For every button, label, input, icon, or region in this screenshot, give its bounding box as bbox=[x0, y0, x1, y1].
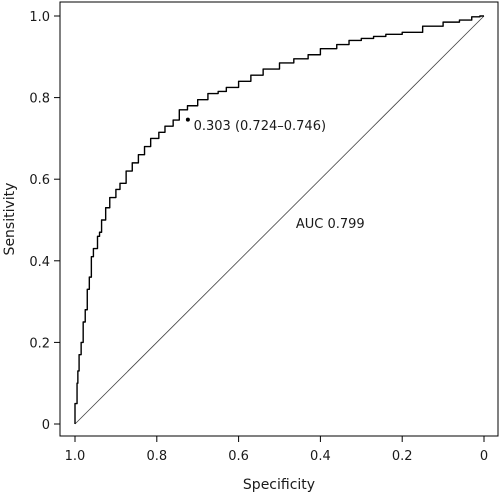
reference-diagonal-line bbox=[74, 15, 485, 425]
auc-label: AUC 0.799 bbox=[296, 217, 365, 232]
y-tick-label: 0.6 bbox=[29, 173, 50, 188]
y-axis-title: Sensitivity bbox=[2, 183, 18, 256]
y-tick-label: 0.8 bbox=[29, 92, 50, 107]
plot-frame bbox=[59, 1, 499, 437]
threshold-label: 0.303 (0.724–0.746) bbox=[194, 119, 326, 134]
x-tick-label: 0.8 bbox=[146, 449, 167, 464]
y-tick-label: 0.4 bbox=[29, 255, 50, 270]
y-tick-label: 0 bbox=[42, 418, 50, 433]
x-tick-label: 0.4 bbox=[310, 449, 331, 464]
y-axis: 0 0.2 0.4 0.6 0.8 1.0 bbox=[29, 10, 60, 433]
x-tick-label: 0.2 bbox=[392, 449, 413, 464]
y-tick-label: 1.0 bbox=[29, 10, 50, 25]
chart-annotations: 0.303 (0.724–0.746) AUC 0.799 bbox=[194, 119, 365, 232]
roc-curve-line bbox=[74, 15, 484, 424]
threshold-point bbox=[185, 117, 190, 122]
x-tick-label: 1.0 bbox=[65, 449, 86, 464]
y-tick-label: 0.2 bbox=[29, 336, 50, 351]
x-axis: 1.0 0.8 0.6 0.4 0.2 0 bbox=[65, 436, 488, 464]
x-tick-label: 0.6 bbox=[228, 449, 249, 464]
x-tick-label: 0 bbox=[480, 449, 488, 464]
x-axis-title: Specificity bbox=[243, 477, 315, 493]
